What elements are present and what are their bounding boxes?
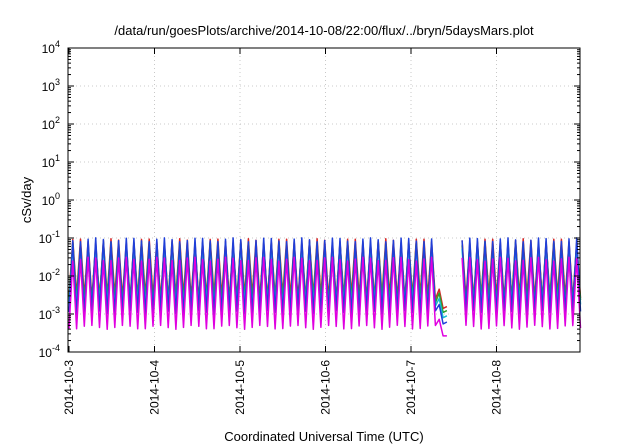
y-tick-label: 104 xyxy=(42,39,60,56)
y-tick-label: 101 xyxy=(42,153,60,170)
y-axis: 10-4 10-3 10-2 10-1 100 101 102 103 104 xyxy=(39,39,580,360)
series-line xyxy=(461,256,582,330)
y-tick-label: 10-3 xyxy=(39,305,60,322)
x-axis-label: Coordinated Universal Time (UTC) xyxy=(224,429,423,444)
y-tick-label: 102 xyxy=(42,115,60,132)
y-tick-label: 10-4 xyxy=(39,343,60,360)
x-tick-label: 2014-10-4 xyxy=(148,360,162,415)
x-axis: 2014-10-3 2014-10-4 2014-10-5 2014-10-6 2014… xyxy=(62,48,504,415)
y-tick-label: 103 xyxy=(42,77,60,94)
y-tick-label: 10-2 xyxy=(39,267,60,284)
y-tick-label: 100 xyxy=(42,191,60,208)
x-tick-label: 2014-10-8 xyxy=(490,360,504,415)
x-tick-label: 2014-10-3 xyxy=(62,360,76,415)
x-tick-label: 2014-10-6 xyxy=(319,360,333,415)
y-tick-label: 10-1 xyxy=(39,229,60,246)
y-axis-label: cSv/day xyxy=(19,176,34,223)
plot-area xyxy=(68,237,582,337)
chart-title: /data/run/goesPlots/archive/2014-10-08/2… xyxy=(114,23,534,38)
series-line xyxy=(68,237,448,325)
series-line xyxy=(461,237,582,316)
x-tick-label: 2014-10-5 xyxy=(233,360,247,415)
x-tick-label: 2014-10-7 xyxy=(404,360,418,415)
series-line xyxy=(68,256,447,337)
